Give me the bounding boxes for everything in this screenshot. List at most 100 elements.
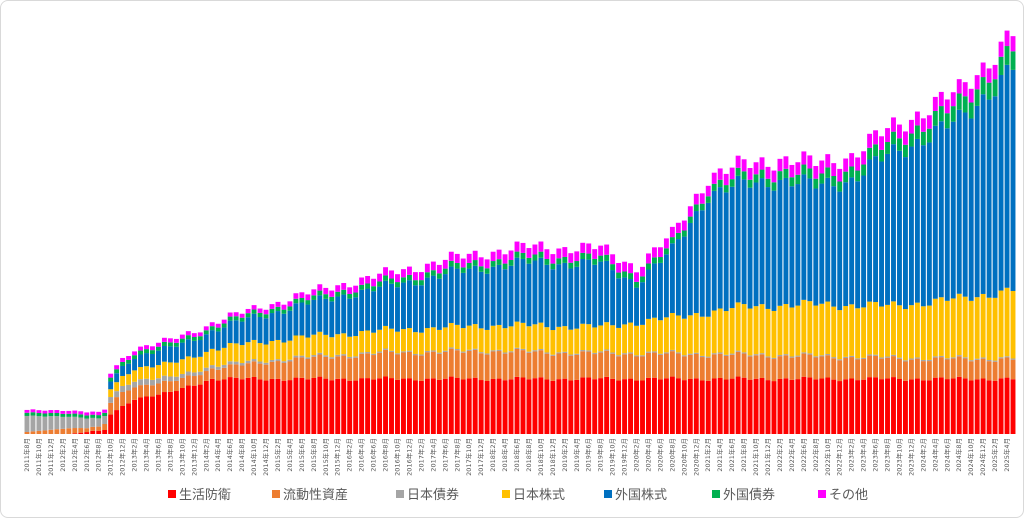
bar-segment — [227, 343, 233, 362]
x-tick-label: 2016年6月 — [369, 438, 378, 472]
bar-segment — [185, 371, 191, 376]
bar-segment — [42, 410, 48, 414]
bar-segment — [538, 251, 544, 258]
legend-swatch — [502, 490, 510, 498]
legend-item: 流動性資産 — [272, 487, 348, 503]
bar-segment — [753, 306, 759, 355]
bar-segment — [114, 382, 120, 392]
bar-segment — [819, 173, 825, 184]
bar-segment — [586, 259, 592, 325]
bar-segment — [675, 352, 681, 354]
bar-segment — [287, 310, 293, 341]
bar-segment — [986, 99, 992, 298]
bar-segment — [269, 308, 275, 314]
bar-segment — [1010, 359, 1016, 380]
bar-segment — [311, 334, 317, 356]
bar-segment — [305, 357, 311, 359]
bar-segment — [723, 355, 729, 380]
bar-segment — [843, 379, 849, 434]
bar-segment — [221, 323, 227, 328]
bar-segment — [90, 426, 96, 431]
bar-segment — [209, 368, 215, 379]
bar-segment — [114, 365, 120, 370]
bar-segment — [448, 376, 454, 434]
bar-segment — [138, 354, 143, 368]
bar-segment — [401, 282, 406, 330]
bar-segment — [908, 146, 914, 306]
x-tick-label: 2011年10月 — [34, 438, 43, 476]
bar-segment — [980, 77, 986, 95]
bar-segment — [221, 319, 227, 324]
bar-segment — [908, 119, 914, 134]
bar-segment — [484, 380, 490, 434]
bar-segment — [550, 355, 556, 381]
bar-segment — [580, 252, 586, 259]
bar-segment — [418, 354, 424, 356]
bar-segment — [323, 334, 329, 356]
legend: 生活防衛 流動性資産 日本債券 日本株式 外国株式 外国債券 その他 — [168, 487, 868, 503]
bar-segment — [466, 350, 472, 379]
bar-segment — [783, 156, 789, 169]
bar-segment — [556, 353, 562, 380]
bar-segment — [735, 302, 741, 351]
bar-segment — [711, 172, 717, 184]
bar-segment — [412, 272, 418, 281]
bar-segment — [681, 356, 687, 381]
bar-segment — [592, 249, 598, 259]
bar-segment — [472, 265, 478, 325]
bar-segment — [239, 321, 245, 346]
bar-segment — [466, 378, 472, 434]
bar-segment — [341, 294, 347, 334]
bar-segment — [472, 348, 478, 350]
bar-segment — [84, 415, 90, 419]
bar-segment — [974, 89, 980, 106]
bar-segment — [126, 403, 132, 434]
bar-segment — [90, 430, 96, 434]
bar-segment — [96, 430, 102, 434]
bar-segment — [903, 144, 908, 158]
bar-segment — [657, 257, 663, 263]
bar-segment — [365, 353, 371, 379]
bar-segment — [813, 357, 819, 380]
bar-segment — [789, 307, 795, 357]
x-tick-label: 2014年4月 — [213, 438, 222, 472]
bar-segment — [938, 106, 944, 122]
bar-segment — [723, 173, 729, 186]
bar-segment — [705, 380, 711, 434]
bar-segment — [765, 357, 771, 381]
bar-segment — [992, 361, 998, 381]
bar-segment — [711, 353, 717, 355]
bar-segment — [1010, 51, 1016, 70]
bar-segment — [873, 156, 879, 303]
bar-segment — [705, 316, 711, 357]
bar-segment — [634, 287, 639, 326]
x-tick-label: 2022年12月 — [835, 438, 844, 476]
bar-segment — [514, 241, 520, 252]
bar-segment — [962, 358, 968, 379]
bar-segment — [663, 352, 669, 354]
bar-segment — [173, 376, 179, 381]
bar-segment — [885, 378, 890, 434]
bar-segment — [873, 302, 879, 355]
bar-segment — [831, 358, 837, 380]
bar-segment — [855, 170, 861, 182]
bar-segment — [185, 331, 191, 336]
bar-segment — [418, 280, 424, 286]
x-tick-label: 2024年8月 — [954, 438, 963, 472]
bar-segment — [801, 353, 807, 377]
bar-segment — [634, 355, 639, 357]
bar-segment — [807, 168, 813, 179]
bar-segment — [36, 410, 42, 413]
x-tick-label: 2014年8月 — [237, 438, 246, 472]
bar-segment — [442, 351, 448, 379]
bar-segment — [311, 356, 317, 378]
bar-segment — [920, 359, 926, 362]
bar-segment — [777, 356, 783, 379]
bar-segment — [448, 348, 454, 377]
bar-segment — [831, 186, 837, 307]
bar-segment — [711, 354, 717, 379]
bar-segment — [54, 429, 60, 434]
bar-segment — [891, 354, 896, 357]
bar-segment — [48, 412, 54, 417]
bar-segment — [173, 380, 179, 392]
